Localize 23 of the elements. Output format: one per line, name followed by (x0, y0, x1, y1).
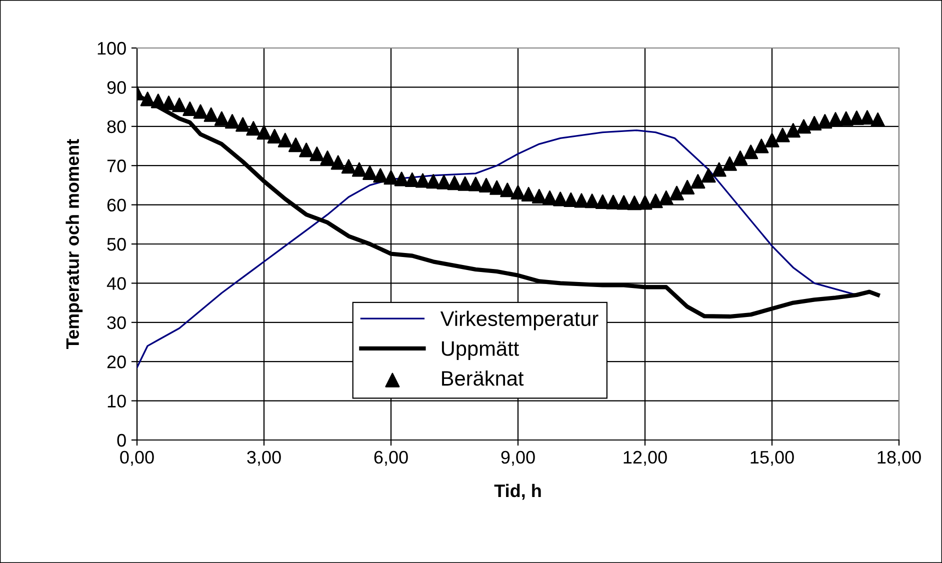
y-axis-title: Temperatur och moment (66, 139, 83, 349)
y-tick-label: 70 (107, 160, 126, 172)
x-tick-label: 9,00 (501, 450, 535, 466)
y-tick-label: 40 (106, 277, 126, 290)
x-axis-title: Tid, h (494, 484, 541, 500)
y-tick-label: 30 (107, 316, 126, 330)
y-tick-label: 60 (107, 198, 126, 212)
x-tick-label: 15,00 (750, 450, 794, 466)
y-tick-label: 80 (107, 120, 126, 134)
y-tick-label: 100 (98, 42, 126, 55)
x-tick-label: 3,00 (247, 450, 281, 466)
y-tick-label: 10 (108, 394, 126, 408)
y-tick-label: 0 (117, 434, 126, 447)
x-tick-label: 12,00 (624, 450, 667, 466)
x-tick-label: 6,00 (374, 450, 408, 466)
legend-label: Uppmätt (442, 341, 519, 360)
y-tick-label: 50 (107, 238, 126, 251)
x-tick-label: 18,00 (878, 450, 921, 466)
x-tick-label: 0,00 (120, 450, 154, 466)
y-tick-label: 20 (107, 356, 126, 368)
y-tick-label: 90 (107, 81, 126, 94)
legend-label: Virkestemperatur (440, 310, 598, 330)
legend-label: Beräknat (442, 370, 524, 386)
